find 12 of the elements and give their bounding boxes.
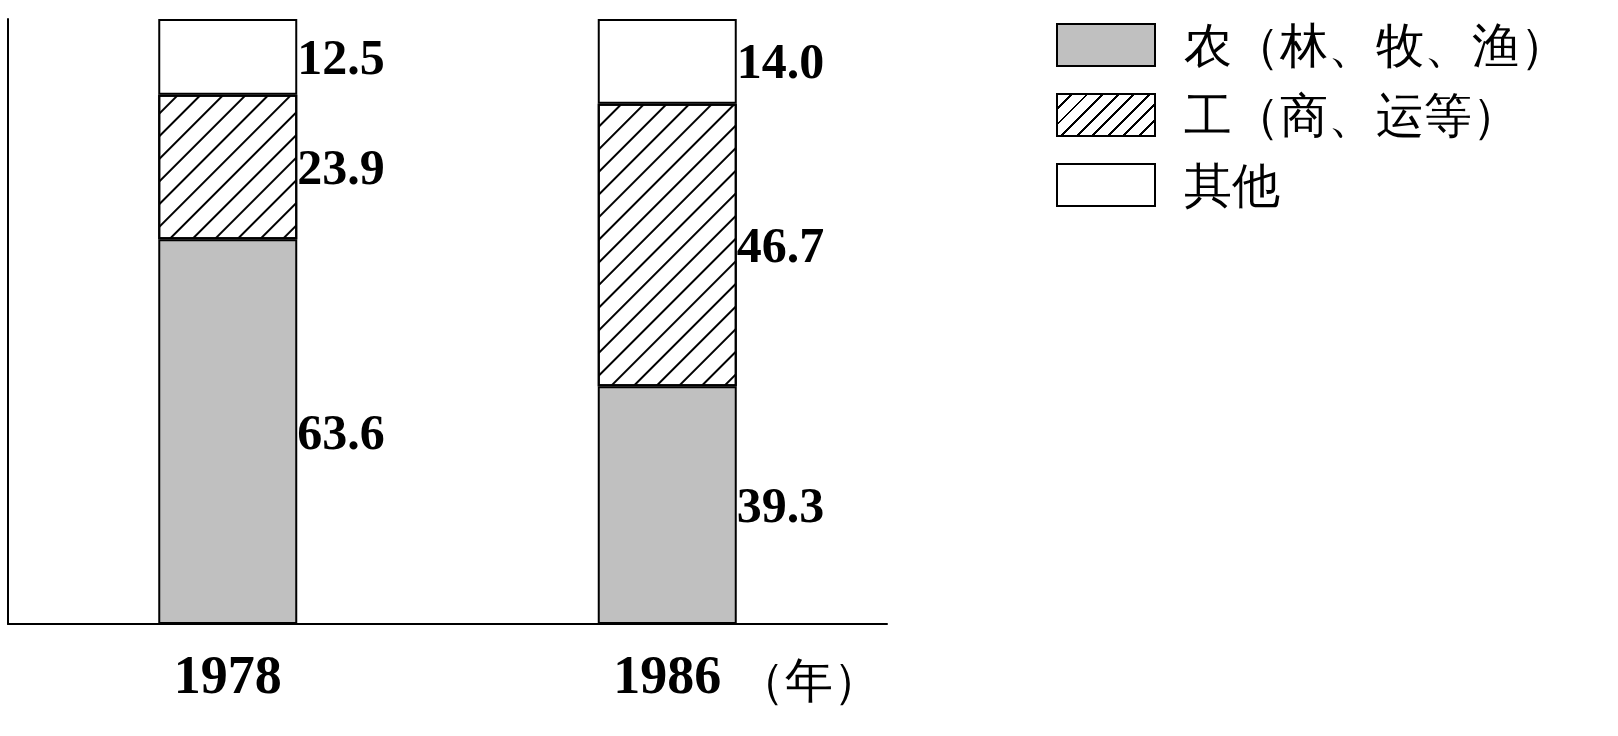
x-tick-label: 1978	[173, 645, 282, 705]
data-label: 63.6	[297, 403, 385, 460]
data-label: 46.7	[736, 216, 825, 273]
x-axis-title: （年）	[737, 653, 881, 707]
legend-label: 农（林、牧、渔）	[1184, 17, 1568, 73]
data-label: 12.5	[297, 28, 385, 85]
legend-label: 工（商、运等）	[1184, 87, 1520, 143]
data-label: 23.9	[297, 138, 385, 195]
data-label: 39.3	[736, 477, 825, 534]
x-tick-label: 1986	[613, 645, 722, 705]
data-label: 14.0	[736, 33, 825, 90]
legend-label: 其他	[1184, 157, 1280, 213]
